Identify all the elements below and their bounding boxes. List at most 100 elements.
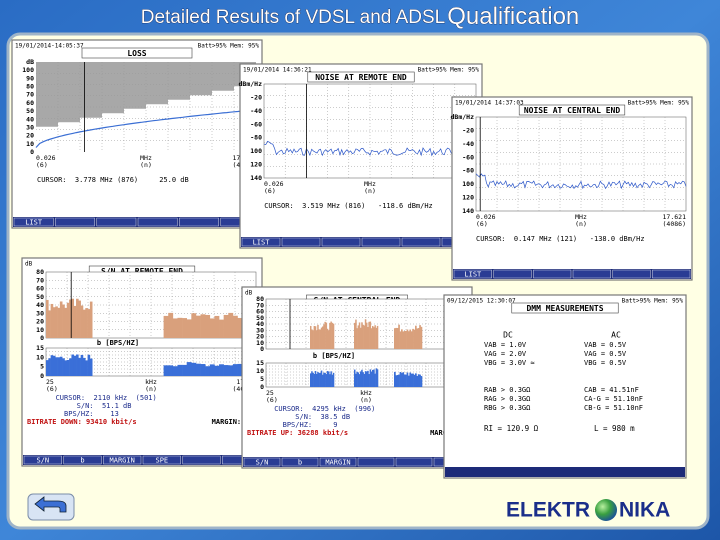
title-tail: Qualification — [447, 3, 579, 30]
y-label: dBm/Hz — [239, 80, 263, 88]
instrument-screen: dBS/N AT REMOTE END807060504030201001510… — [21, 257, 263, 467]
x-label: (6) — [36, 161, 48, 169]
button-cell — [142, 455, 181, 465]
sn-bar — [364, 319, 367, 349]
sn-bar — [195, 315, 201, 338]
y-label: -40 — [462, 140, 474, 148]
sn-bar — [330, 321, 332, 349]
instrument-screen: 19/01/2014-14:05:37 Batt>95% Mem: 95% LOSS… — [11, 39, 263, 229]
ac-label: AC — [611, 331, 621, 340]
x-label: (n) — [364, 187, 376, 195]
button-cell — [13, 217, 54, 227]
dmm-value: CB-G = 51.10nF — [584, 404, 643, 412]
button-label[interactable]: S/N — [37, 457, 50, 465]
y-label: 80 — [26, 83, 34, 91]
x-label: (6) — [46, 385, 58, 393]
sn-bar — [312, 330, 314, 349]
x-label: kHz — [145, 378, 157, 386]
sn-bar — [85, 308, 88, 338]
sn-bar — [410, 331, 413, 349]
dmm-ri: RI = 120.9 Ω — [484, 424, 539, 433]
bits-bar — [372, 369, 374, 387]
dmm-value: VBG = 3.0V ≈ — [484, 359, 535, 367]
bits-bar — [177, 364, 183, 376]
dmm-value: VAG = 2.0V — [484, 350, 527, 358]
x-label: 25 — [46, 378, 54, 386]
bits-bar — [355, 373, 357, 387]
y-label: 0 — [40, 372, 44, 380]
bits-bar — [354, 369, 356, 387]
bits-bar — [362, 372, 364, 387]
button-cell — [137, 217, 178, 227]
button-label[interactable]: b — [80, 457, 84, 465]
bits-bar — [328, 371, 330, 387]
back-arrow[interactable] — [34, 496, 67, 513]
sn-bar — [416, 328, 419, 349]
sn-bar — [319, 329, 322, 349]
y-label: 0 — [30, 148, 34, 156]
sn-bar — [310, 325, 312, 349]
y-label: -60 — [462, 153, 474, 161]
y-label: 80 — [36, 268, 44, 276]
sn-bar — [59, 301, 63, 338]
sn-bar — [52, 307, 56, 338]
x-label: 25 — [266, 389, 274, 397]
button-label[interactable]: b — [298, 459, 302, 467]
back-button[interactable] — [27, 493, 75, 521]
button-label[interactable]: LIST — [25, 219, 43, 227]
bitrate: BITRATE UP: 36288 kbit/s — [247, 429, 348, 437]
sn-bar — [398, 324, 400, 349]
button-label[interactable]: LIST — [253, 239, 271, 247]
sn-bar — [209, 318, 215, 338]
bits-bar — [376, 369, 379, 387]
y-label: -20 — [250, 93, 262, 101]
sn-bar — [358, 322, 361, 349]
sn-bar — [395, 327, 398, 349]
y-label: -60 — [250, 120, 262, 128]
button-cell — [281, 237, 321, 247]
bits-bar — [409, 372, 412, 387]
sn-bar — [66, 302, 70, 338]
button-label[interactable]: SPE — [156, 457, 169, 465]
slide-title: Detailed Results of VDSL and ADSL Qualif… — [141, 3, 580, 30]
button-label[interactable]: MARGIN — [325, 459, 350, 467]
button-bar — [241, 237, 481, 247]
instrument-screen: dBS/N AT CENTRAL END80706050403020100151… — [241, 286, 473, 469]
bits-bar — [57, 357, 61, 376]
y-label: 40 — [36, 301, 44, 309]
y-label: 0 — [40, 334, 44, 342]
sn-bar — [376, 325, 379, 349]
bits-bar — [406, 372, 409, 387]
button-label[interactable]: MARGIN — [110, 457, 135, 465]
y-label: -20 — [462, 126, 474, 134]
sn-bar — [374, 325, 376, 349]
cursor-info: BPS/HZ: 13 — [56, 410, 119, 418]
bits-bar — [195, 363, 201, 376]
x-label: 0.026 — [264, 180, 284, 188]
dc-label: DC — [503, 331, 513, 340]
button-cell — [395, 457, 433, 467]
sn-bar — [71, 298, 75, 338]
button-label[interactable]: S/N — [256, 459, 269, 467]
sn-bar — [89, 301, 93, 338]
header-date: 19/01/2014-14:05:37 — [15, 43, 84, 50]
sn-bar — [329, 322, 331, 349]
button-bar — [23, 455, 261, 465]
logo-globe — [595, 499, 617, 521]
sn-bar — [313, 325, 316, 349]
bits-bar — [358, 374, 361, 387]
bits-bar — [168, 365, 174, 376]
button-label[interactable]: LIST — [464, 271, 482, 279]
y-label: 10 — [256, 367, 264, 375]
bits-bar — [408, 375, 410, 387]
bits-bar — [313, 373, 316, 387]
bits-bar — [76, 354, 79, 376]
x-label: (n) — [575, 220, 587, 228]
y-label: 0 — [260, 383, 264, 391]
bits-bar — [361, 369, 363, 387]
dmm-value: CAB = 41.51nF — [584, 386, 639, 394]
bits-bar — [368, 374, 370, 387]
dmm-value: VAG = 0.5V — [584, 350, 627, 358]
sn-bar — [320, 327, 323, 349]
